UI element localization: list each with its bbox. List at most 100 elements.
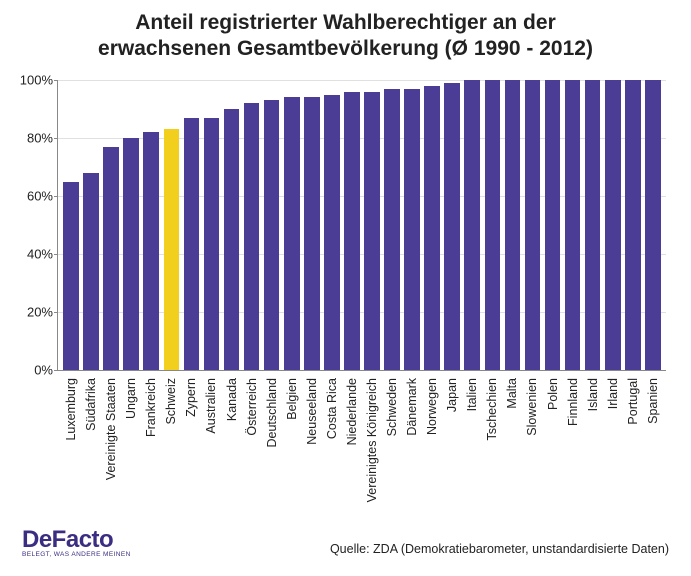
x-label-wrap: Tschechien <box>482 374 502 514</box>
x-tick-label: Schweiz <box>164 378 178 425</box>
y-axis-line <box>57 80 58 370</box>
bar-wrap <box>61 80 81 370</box>
x-tick-label: Frankreich <box>144 378 158 437</box>
bar <box>585 80 601 370</box>
x-tick-label: Tschechien <box>485 378 499 441</box>
x-tick-label: Slowenien <box>525 378 539 436</box>
x-label-wrap: Irland <box>603 374 623 514</box>
bar <box>404 89 420 370</box>
bar <box>645 80 661 370</box>
x-tick-label: Australien <box>204 378 218 434</box>
x-label-wrap: Spanien <box>643 374 663 514</box>
x-tick-label: Neuseeland <box>305 378 319 445</box>
bar-wrap <box>302 80 322 370</box>
x-tick-label: Deutschland <box>265 378 279 448</box>
bar <box>103 147 119 370</box>
x-label-wrap: Costa Rica <box>322 374 342 514</box>
bar <box>344 92 360 370</box>
x-tick-label: Südafrika <box>84 378 98 431</box>
y-tick-label: 100% <box>3 73 53 88</box>
x-label-wrap: Frankreich <box>141 374 161 514</box>
bar <box>204 118 220 370</box>
bar-wrap <box>222 80 242 370</box>
bar <box>244 103 260 370</box>
bar-wrap <box>382 80 402 370</box>
x-label-wrap: Schweiz <box>161 374 181 514</box>
y-tick-label: 60% <box>3 189 53 204</box>
x-tick-label: Niederlande <box>345 378 359 445</box>
x-tick-label: Österreich <box>245 378 259 436</box>
x-tick-label: Vereinigtes Königreich <box>365 378 379 502</box>
bar-wrap <box>522 80 542 370</box>
bar <box>83 173 99 370</box>
x-tick-label: Italien <box>465 378 479 411</box>
x-label-wrap: Südafrika <box>81 374 101 514</box>
x-tick-label: Finnland <box>566 378 580 426</box>
y-tick-label: 20% <box>3 305 53 320</box>
bar <box>184 118 200 370</box>
bar-wrap <box>482 80 502 370</box>
bar-wrap <box>563 80 583 370</box>
x-tick-label: Luxemburg <box>64 378 78 441</box>
logo: DeFacto BELEGT, WAS ANDERE MEINEN <box>22 526 131 558</box>
x-tick-label: Belgien <box>285 378 299 420</box>
x-tick-label: Schweden <box>385 378 399 436</box>
title-line-1: Anteil registrierter Wahlberechtiger an … <box>135 11 556 34</box>
chart-title: Anteil registrierter Wahlberechtiger an … <box>0 0 691 69</box>
x-tick-label: Kanada <box>225 378 239 421</box>
bar-wrap <box>502 80 522 370</box>
x-tick-label: Ungarn <box>124 378 138 419</box>
bar-wrap <box>101 80 121 370</box>
bar <box>565 80 581 370</box>
bar-wrap <box>242 80 262 370</box>
x-label-wrap: Malta <box>502 374 522 514</box>
bar-wrap <box>201 80 221 370</box>
x-tick-label: Dänemark <box>405 378 419 436</box>
x-label-wrap: Dänemark <box>402 374 422 514</box>
bar-wrap <box>342 80 362 370</box>
x-tick-label: Vereinigte Staaten <box>104 378 118 480</box>
x-label-wrap: Finnland <box>563 374 583 514</box>
x-axis-line <box>58 370 666 371</box>
x-label-wrap: Portugal <box>623 374 643 514</box>
y-tick-label: 0% <box>3 363 53 378</box>
bar-wrap <box>603 80 623 370</box>
x-label-wrap: Japan <box>442 374 462 514</box>
bar-wrap <box>282 80 302 370</box>
x-tick-label: Costa Rica <box>325 378 339 439</box>
x-label-wrap: Kanada <box>222 374 242 514</box>
bar <box>304 97 320 370</box>
chart-container: Anteil registrierter Wahlberechtiger an … <box>0 0 691 576</box>
bar <box>123 138 139 370</box>
bar <box>605 80 621 370</box>
x-tick-label: Island <box>586 378 600 411</box>
x-tick-label: Portugal <box>626 378 640 425</box>
x-tick-label: Norwegen <box>425 378 439 435</box>
bar-wrap <box>181 80 201 370</box>
bar <box>444 83 460 370</box>
bar <box>545 80 561 370</box>
bar-wrap <box>322 80 342 370</box>
bar <box>485 80 501 370</box>
x-tick-label: Malta <box>505 378 519 409</box>
bar-wrap <box>583 80 603 370</box>
logo-main: DeFacto <box>22 526 131 554</box>
bar <box>143 132 159 370</box>
x-label-wrap: Island <box>583 374 603 514</box>
bar <box>525 80 541 370</box>
x-tick-label: Zypern <box>184 378 198 417</box>
bar <box>384 89 400 370</box>
bar <box>164 129 180 370</box>
x-axis-labels: Luxemburg Südafrika Vereinigte Staaten Unga… <box>58 374 666 514</box>
x-label-wrap: Vereinigte Staaten <box>101 374 121 514</box>
x-label-wrap: Norwegen <box>422 374 442 514</box>
x-label-wrap: Luxemburg <box>61 374 81 514</box>
bar <box>224 109 240 370</box>
x-tick-label: Spanien <box>646 378 660 424</box>
logo-subtitle: BELEGT, WAS ANDERE MEINEN <box>22 551 131 558</box>
x-tick-label: Polen <box>546 378 560 410</box>
title-line-2: erwachsenen Gesamtbevölkerung (Ø 1990 - … <box>98 37 593 60</box>
x-label-wrap: Australien <box>201 374 221 514</box>
bar <box>464 80 480 370</box>
bar-wrap <box>81 80 101 370</box>
